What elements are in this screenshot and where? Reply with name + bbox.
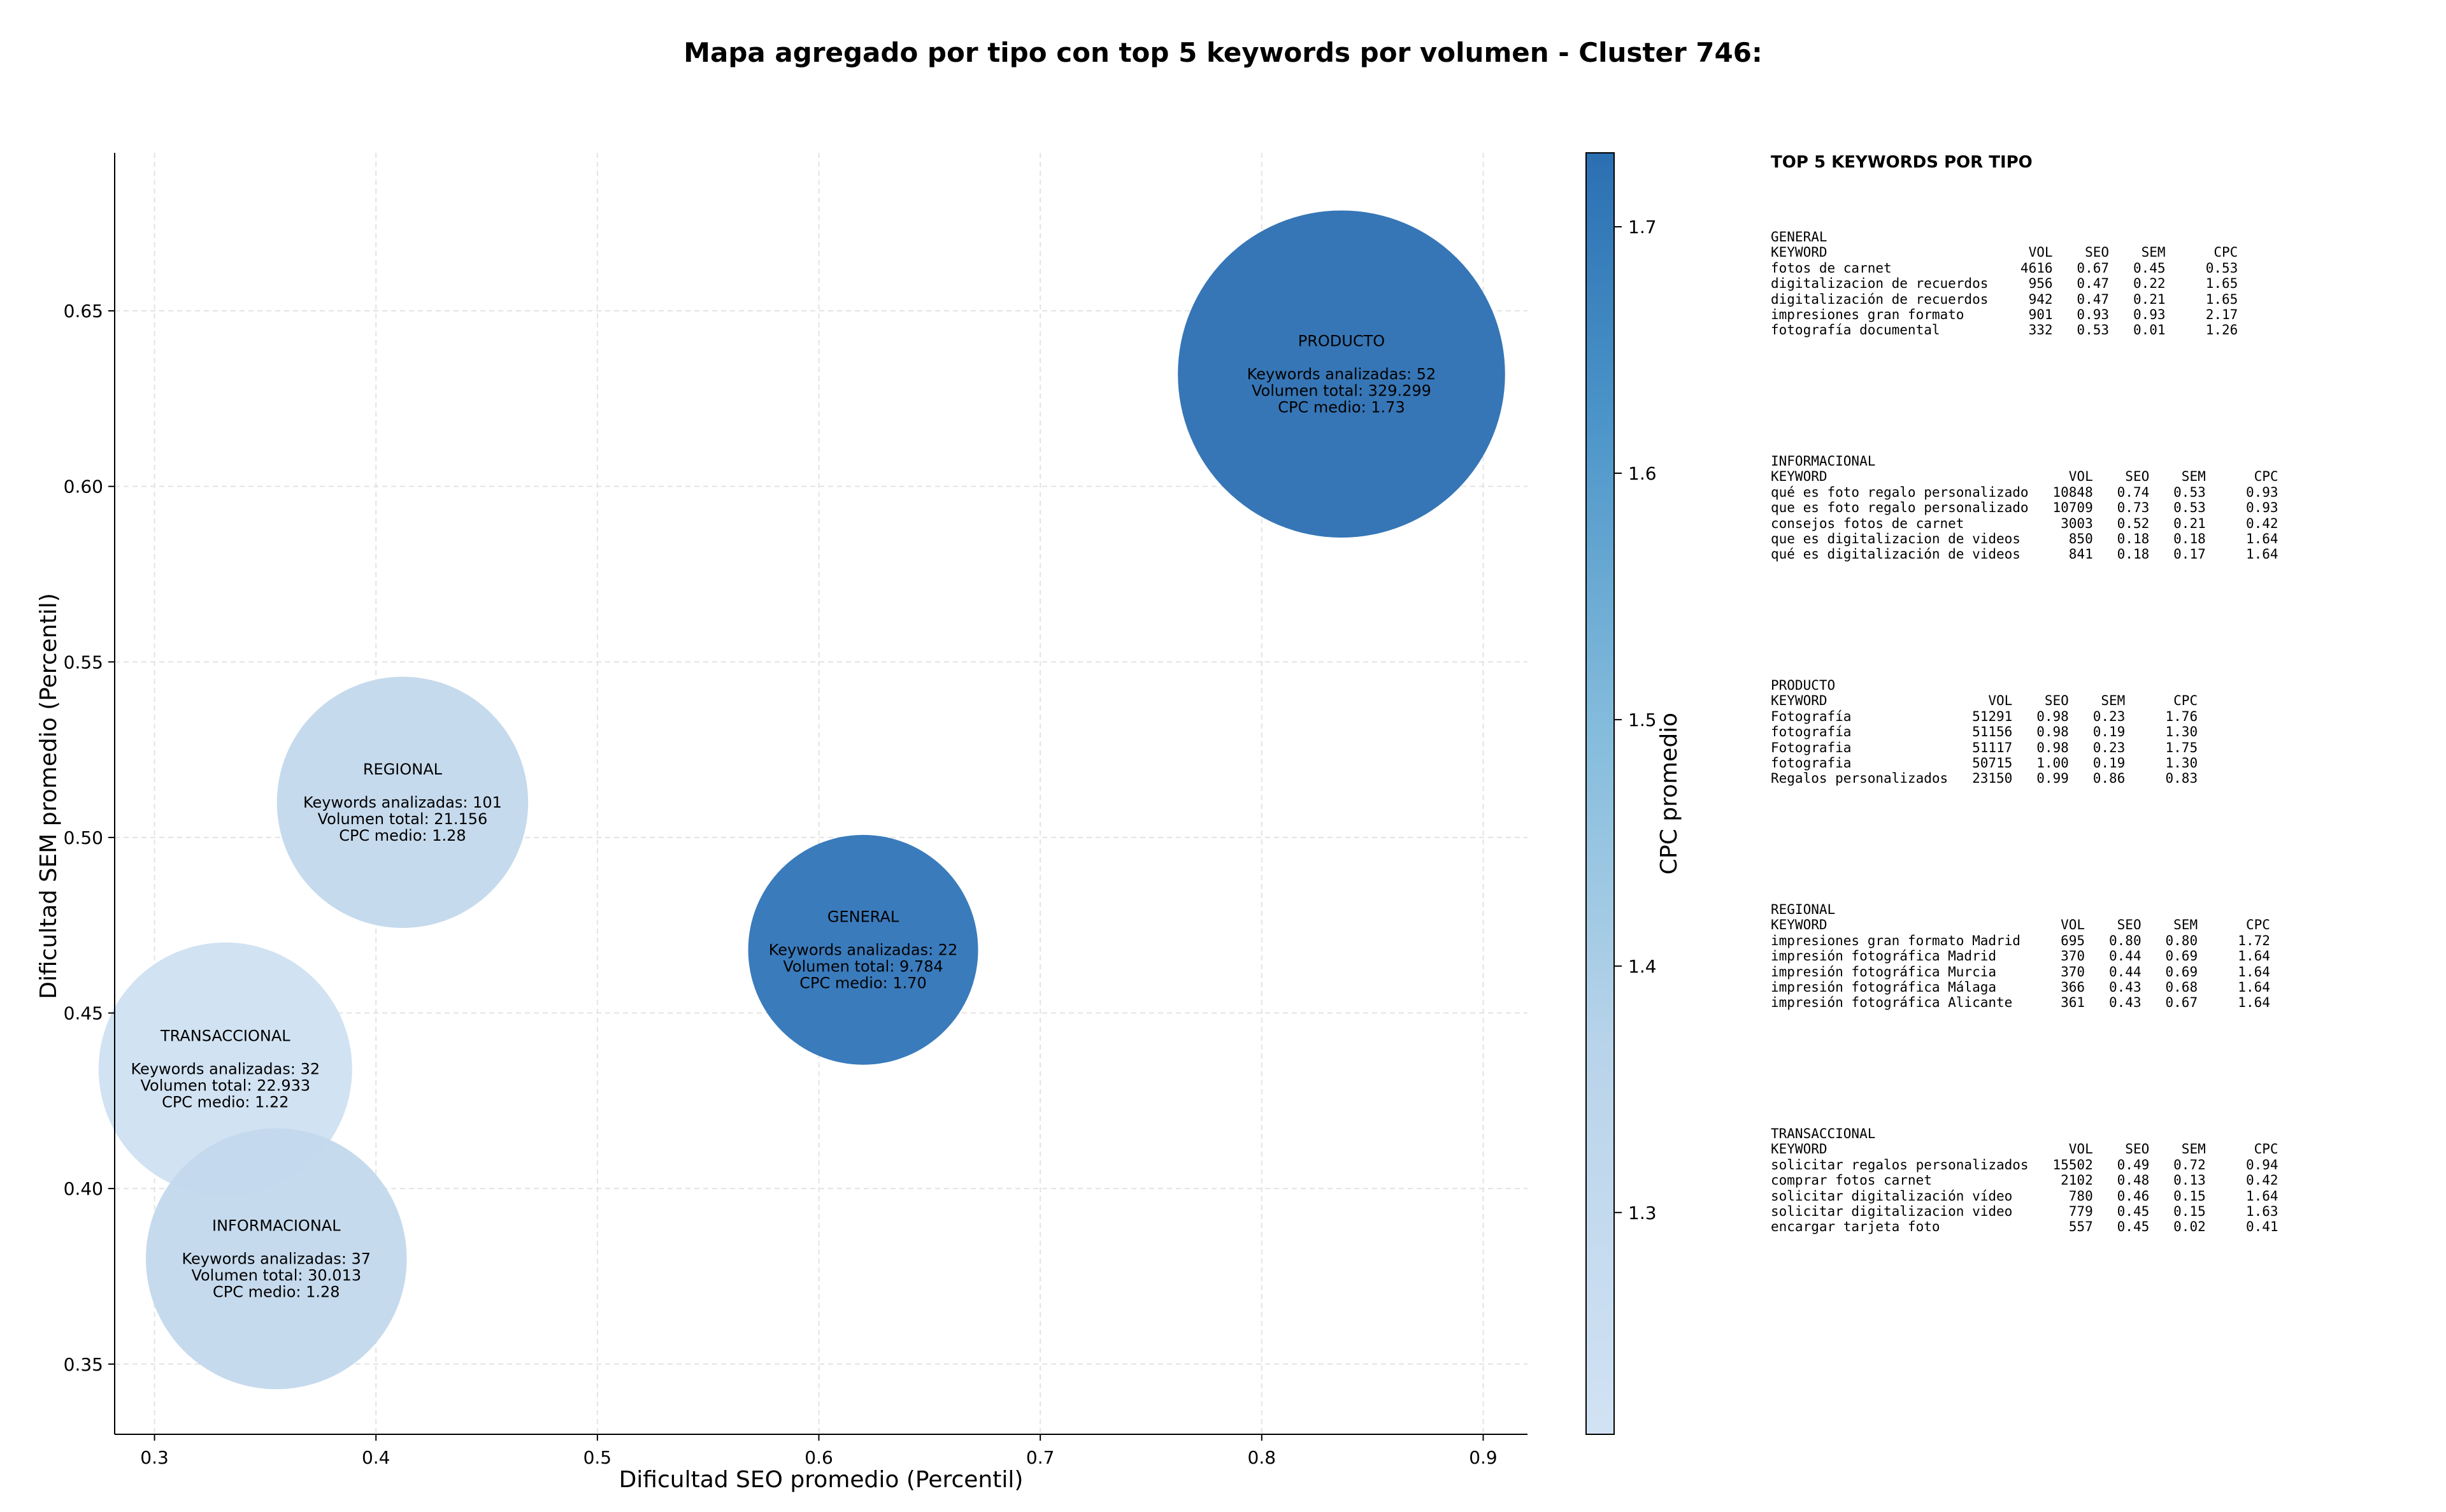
x-tick-label: 0.4 xyxy=(362,1447,390,1468)
colorbar-label: CPC promedio xyxy=(1656,713,1682,874)
bubble-volume: Volumen total: 22.933 xyxy=(140,1077,310,1095)
bubble-label: GENERAL xyxy=(827,908,899,925)
keyword-block-producto: PRODUCTO KEYWORD VOL SEO SEM CPC Fotogra… xyxy=(1771,678,2198,787)
bubble-cpc: CPC medio: 1.28 xyxy=(339,827,466,845)
bubble-keywords: Keywords analizadas: 52 xyxy=(1247,365,1436,383)
keyword-block-informacional: INFORMACIONAL KEYWORD VOL SEO SEM CPC qu… xyxy=(1771,453,2278,562)
keyword-block-transaccional: TRANSACCIONAL KEYWORD VOL SEO SEM CPC so… xyxy=(1771,1126,2278,1235)
y-tick-label: 0.50 xyxy=(64,827,103,848)
bubble-general xyxy=(748,834,978,1065)
keyword-block-regional: REGIONAL KEYWORD VOL SEO SEM CPC impresi… xyxy=(1771,902,2270,1011)
colorbar: 1.3 1.4 1.5 1.6 1.7 xyxy=(1585,152,1657,1435)
y-axis-label: Dificultad SEM promedio (Percentil) xyxy=(36,593,62,999)
keyword-block-general: GENERAL KEYWORD VOL SEO SEM CPC fotos de… xyxy=(1771,229,2238,338)
bubble-informacional xyxy=(145,1128,407,1390)
bubble-keywords: Keywords analizadas: 22 xyxy=(769,941,958,959)
bubble-label: REGIONAL xyxy=(363,760,443,778)
colorbar-tick-label: 1.5 xyxy=(1628,710,1657,731)
x-tick-label: 0.8 xyxy=(1248,1447,1277,1468)
colorbar-ticks: 1.3 1.4 1.5 1.6 1.7 xyxy=(1614,217,1657,1223)
bubble-cpc: CPC medio: 1.73 xyxy=(1278,398,1405,416)
x-tick-label: 0.5 xyxy=(583,1447,612,1468)
bubble-volume: Volumen total: 329.299 xyxy=(1252,382,1431,399)
colorbar-tick-label: 1.3 xyxy=(1628,1202,1657,1223)
bubble-producto xyxy=(1178,210,1505,538)
y-tick-label: 0.55 xyxy=(64,652,103,673)
colorbar-tick-label: 1.7 xyxy=(1628,217,1657,238)
x-tick-label: 0.6 xyxy=(805,1447,833,1468)
colorbar-gradient xyxy=(1585,152,1615,1435)
panel-title: TOP 5 KEYWORDS POR TIPO xyxy=(1771,153,2033,172)
y-tick-label: 0.45 xyxy=(64,1003,103,1024)
colorbar-tick-label: 1.6 xyxy=(1628,463,1657,484)
y-tick-label: 0.35 xyxy=(64,1354,103,1375)
bubble-keywords: Keywords analizadas: 32 xyxy=(131,1060,320,1078)
bubble-cpc: CPC medio: 1.70 xyxy=(799,974,927,992)
y-tick-label: 0.60 xyxy=(64,476,103,497)
bubble-label: PRODUCTO xyxy=(1298,332,1385,350)
bubble-cpc: CPC medio: 1.28 xyxy=(213,1283,340,1301)
x-tick-label: 0.3 xyxy=(140,1447,169,1468)
x-tick-label: 0.7 xyxy=(1026,1447,1055,1468)
axes: 0.3 0.4 0.5 0.6 0.7 0.8 0.9 0.35 0.40 0.45 0.50 0.5… xyxy=(64,153,1527,1468)
y-tick-label: 0.40 xyxy=(64,1178,103,1199)
bubble-label: TRANSACCIONAL xyxy=(160,1027,290,1045)
chart-title: Mapa agregado por tipo con top 5 keyword… xyxy=(683,37,1763,68)
bubble-volume: Volumen total: 21.156 xyxy=(318,810,488,828)
bubble-volume: Volumen total: 30.013 xyxy=(191,1266,361,1284)
x-axis-label: Dificultad SEO promedio (Percentil) xyxy=(619,1467,1024,1493)
bubble-volume: Volumen total: 9.784 xyxy=(783,957,943,975)
x-tick-label: 0.9 xyxy=(1469,1447,1498,1468)
bubble-keywords: Keywords analizadas: 101 xyxy=(303,794,502,811)
y-tick-label: 0.65 xyxy=(64,301,103,322)
top-keywords-panel: TOP 5 KEYWORDS POR TIPO GENERAL KEYWORD … xyxy=(1771,153,2433,1427)
colorbar-tick-label: 1.4 xyxy=(1628,956,1657,977)
bubble-regional xyxy=(276,676,529,929)
bubble-cpc: CPC medio: 1.22 xyxy=(162,1094,289,1111)
bubble-label: INFORMACIONAL xyxy=(212,1216,341,1234)
bubble-keywords: Keywords analizadas: 37 xyxy=(182,1250,371,1267)
